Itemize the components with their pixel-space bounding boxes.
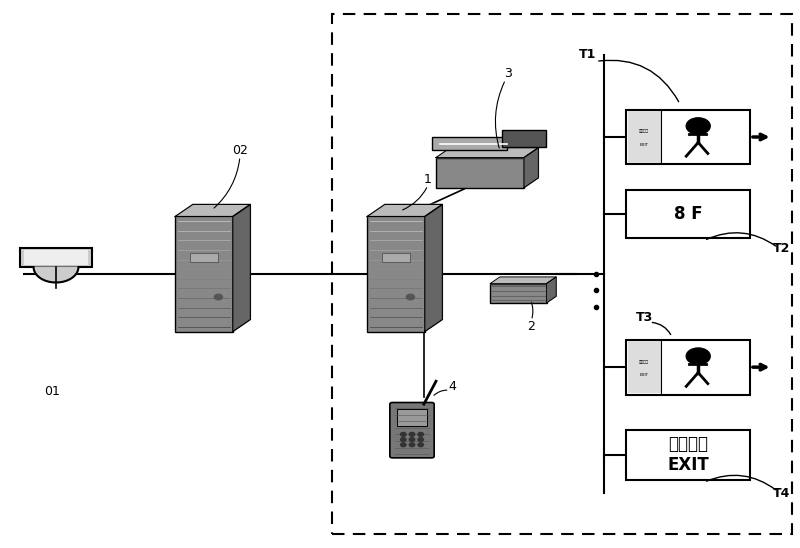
Text: 8 F: 8 F <box>674 205 702 222</box>
Circle shape <box>410 432 414 436</box>
Circle shape <box>406 294 414 300</box>
Text: 1: 1 <box>424 173 432 186</box>
Circle shape <box>401 438 406 442</box>
FancyBboxPatch shape <box>432 137 507 150</box>
Text: T1: T1 <box>579 48 597 61</box>
Circle shape <box>686 348 710 364</box>
FancyBboxPatch shape <box>628 111 661 163</box>
FancyBboxPatch shape <box>490 283 546 303</box>
Text: 安全出口
EXIT: 安全出口 EXIT <box>667 436 709 474</box>
Text: 2: 2 <box>527 319 535 333</box>
Circle shape <box>686 118 710 134</box>
Text: 3: 3 <box>504 67 512 81</box>
FancyBboxPatch shape <box>626 110 750 164</box>
Circle shape <box>214 294 222 300</box>
FancyBboxPatch shape <box>20 248 92 267</box>
Circle shape <box>410 438 414 442</box>
FancyBboxPatch shape <box>626 430 750 480</box>
FancyBboxPatch shape <box>628 341 661 393</box>
Polygon shape <box>490 277 556 283</box>
Circle shape <box>418 438 423 442</box>
Polygon shape <box>367 204 442 216</box>
Polygon shape <box>175 204 250 216</box>
FancyBboxPatch shape <box>190 253 218 262</box>
Polygon shape <box>425 204 442 332</box>
FancyBboxPatch shape <box>382 253 410 262</box>
FancyBboxPatch shape <box>367 216 425 332</box>
FancyBboxPatch shape <box>626 190 750 238</box>
FancyBboxPatch shape <box>175 216 233 332</box>
Text: 安全出口: 安全出口 <box>639 129 649 134</box>
Circle shape <box>401 443 406 447</box>
FancyBboxPatch shape <box>397 409 427 426</box>
FancyBboxPatch shape <box>24 250 88 265</box>
FancyBboxPatch shape <box>502 130 546 147</box>
Text: T4: T4 <box>774 487 790 500</box>
FancyBboxPatch shape <box>390 402 434 458</box>
Text: 4: 4 <box>448 380 456 393</box>
Text: 安全出口: 安全出口 <box>639 359 649 364</box>
Text: T3: T3 <box>635 311 653 324</box>
Polygon shape <box>546 277 556 303</box>
Circle shape <box>401 432 406 436</box>
Circle shape <box>418 432 423 436</box>
Polygon shape <box>233 204 250 332</box>
Polygon shape <box>436 147 538 158</box>
Circle shape <box>410 443 414 447</box>
Text: 01: 01 <box>44 385 60 398</box>
Text: EXIT: EXIT <box>639 143 649 147</box>
Circle shape <box>418 443 423 447</box>
FancyBboxPatch shape <box>626 340 750 395</box>
Text: 02: 02 <box>232 144 248 157</box>
Polygon shape <box>524 147 538 187</box>
Polygon shape <box>34 267 78 282</box>
FancyBboxPatch shape <box>436 158 524 187</box>
Text: T2: T2 <box>774 242 790 255</box>
Text: EXIT: EXIT <box>639 373 649 378</box>
